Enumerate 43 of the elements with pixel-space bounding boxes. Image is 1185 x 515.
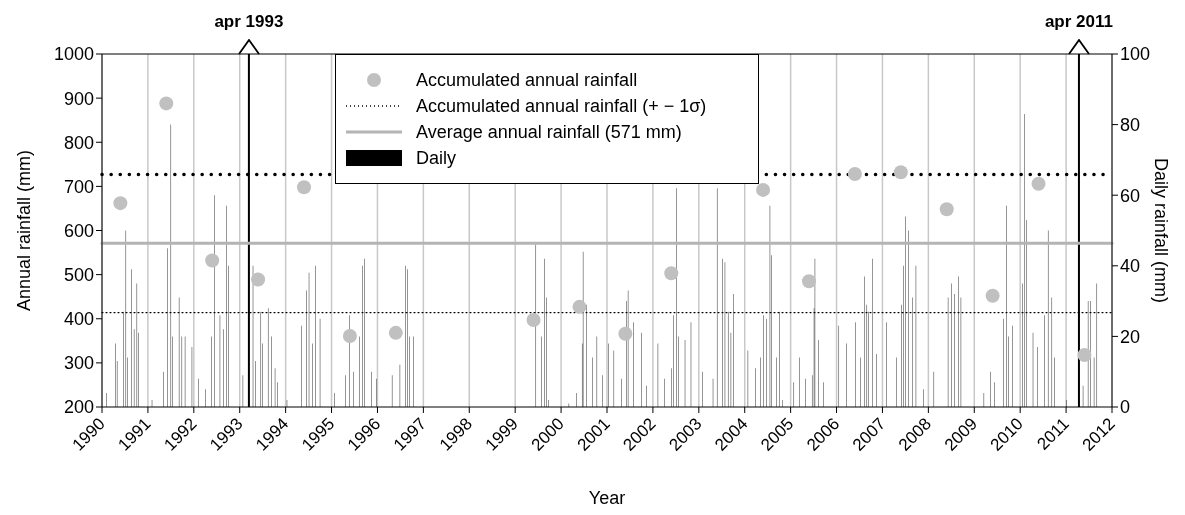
point [342,328,357,343]
point [1077,347,1092,362]
y-tick-label: 200 [63,397,94,418]
legend-label: Daily [416,147,457,169]
point [251,272,266,287]
y2-axis-title: Daily rainfall (mm) [1150,157,1171,304]
point [572,299,587,314]
y-tick-label: 300 [63,353,94,374]
legend-label: Accumulated annual rainfall [416,69,638,91]
y2-tick-label: 20 [1120,326,1141,347]
ref-line-label: apr 1993 [213,12,285,32]
point [985,288,1000,303]
point [802,274,816,289]
y-tick-label: 600 [63,220,94,241]
legend-label: Accumulated annual rainfall (+ − 1σ) [416,95,707,117]
ref-line-label: apr 2011 [1043,12,1114,32]
point [159,96,174,111]
y-tick-label: 1000 [53,44,94,65]
y2-tick-label: 100 [1120,44,1151,65]
y2-tick-label: 40 [1120,256,1141,277]
point [1031,176,1046,191]
legend-label: Average annual rainfall (571 mm) [416,121,682,143]
point [847,167,862,182]
point [893,165,908,180]
point [113,196,128,211]
x-axis-title: Year [588,488,626,508]
point [388,325,403,340]
y-axis-title: Annual rainfall (mm) [14,149,35,312]
y-tick-label: 400 [63,309,94,330]
y-tick-label: 500 [63,265,94,286]
point [297,180,311,195]
point [664,266,679,281]
point [205,253,220,268]
y2-tick-label: 0 [1120,397,1131,418]
y-tick-label: 700 [63,176,94,197]
y-tick-label: 800 [63,132,94,153]
point [526,313,541,328]
point [756,182,771,197]
y2-tick-label: 60 [1120,185,1141,206]
point [939,202,954,217]
point [618,326,633,341]
y-tick-label: 900 [63,88,94,109]
y2-tick-label: 80 [1120,114,1141,135]
